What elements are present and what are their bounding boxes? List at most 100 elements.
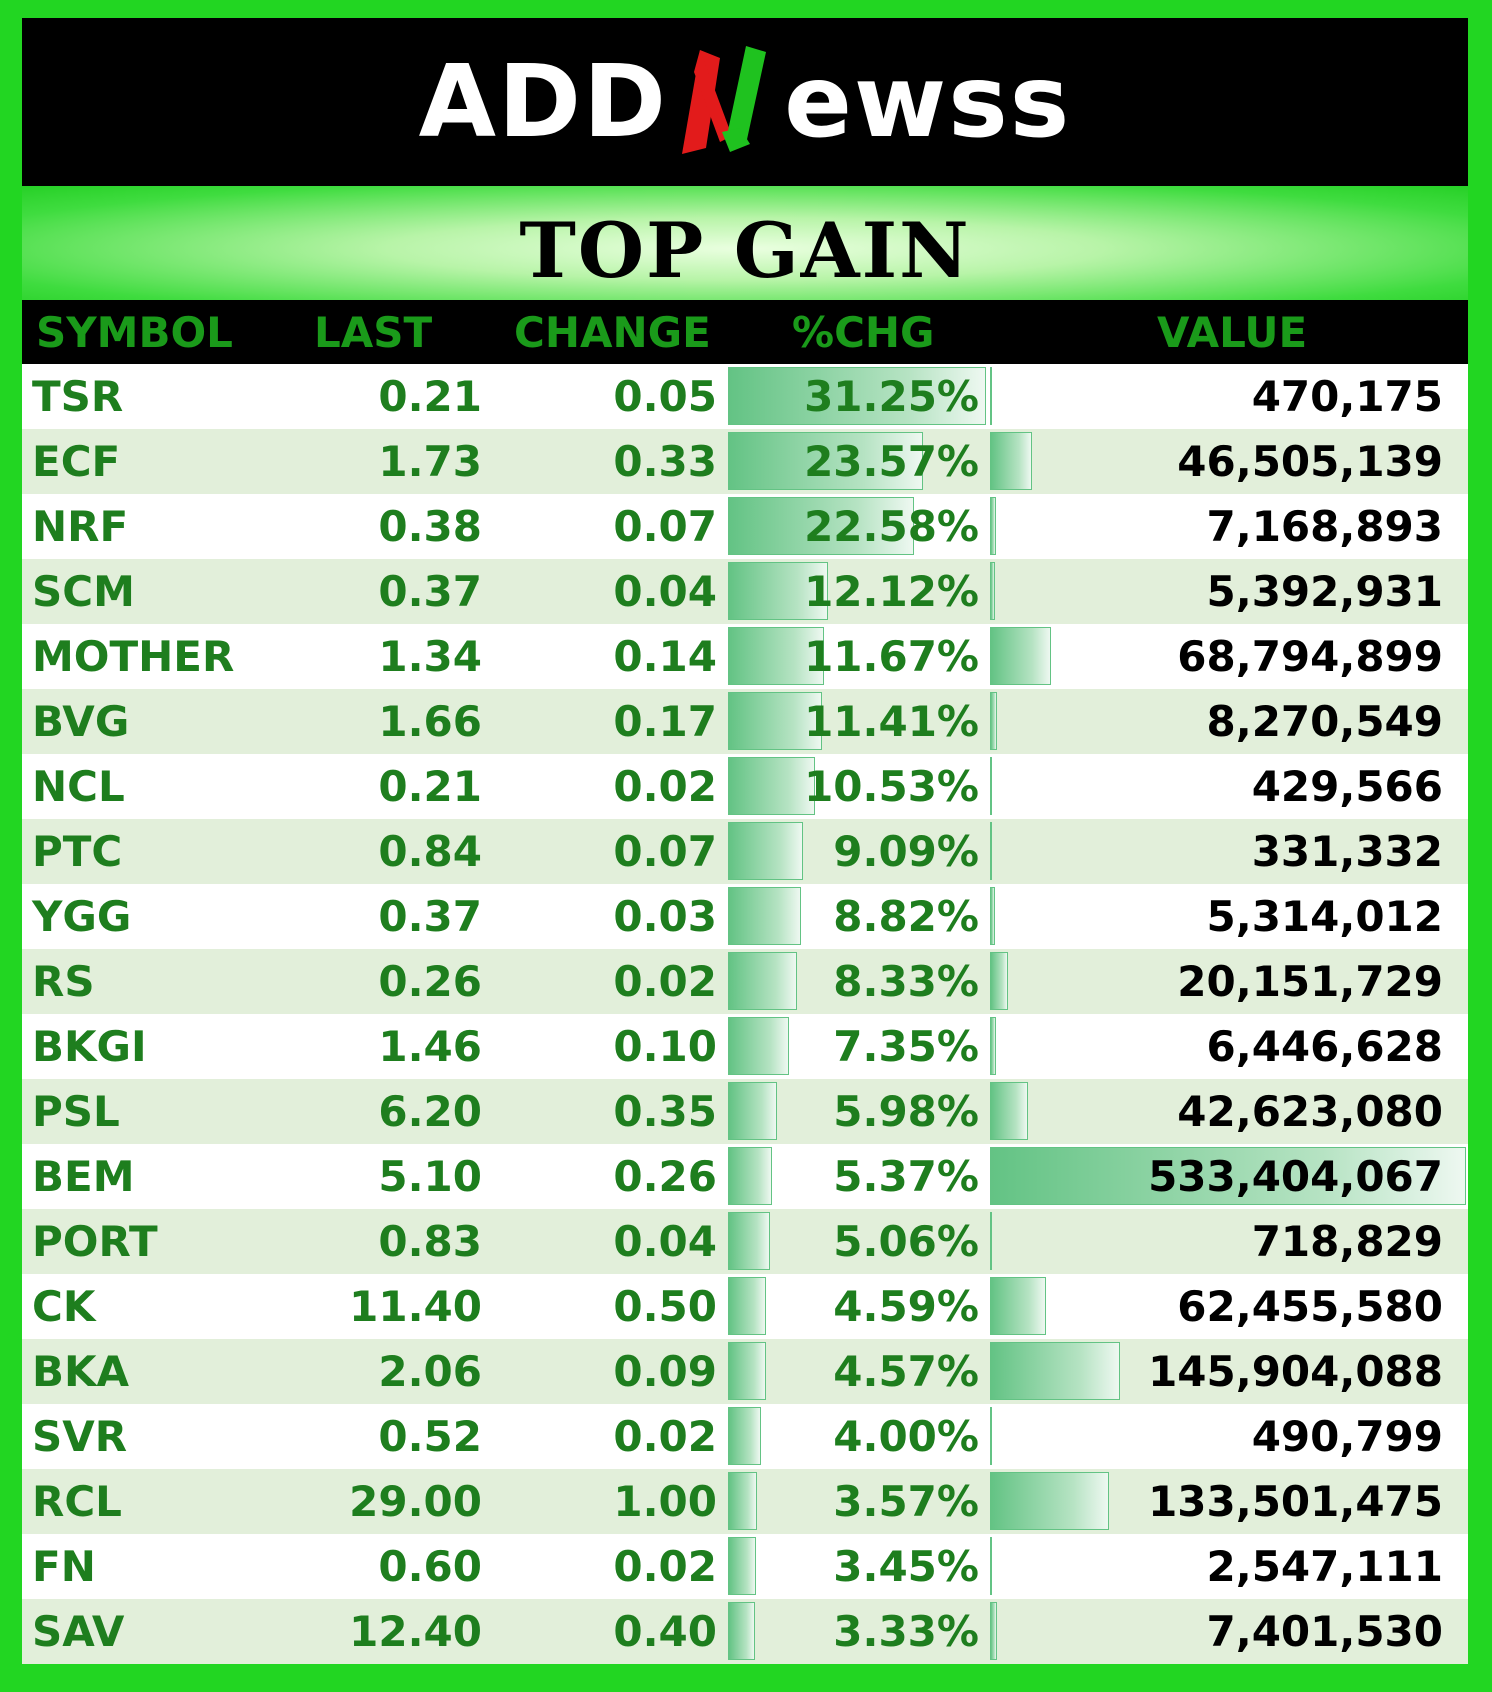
pct-databar: [728, 1537, 756, 1595]
cell-pct: 4.00%: [833, 1412, 979, 1461]
table-row: NCL 0.21 0.02 10.53% 429,566: [22, 754, 1468, 819]
cell-pct: 10.53%: [804, 762, 979, 811]
table-row: PORT 0.83 0.04 5.06% 718,829: [22, 1209, 1468, 1274]
table-row: ECF 1.73 0.33 23.57% 46,505,139: [22, 429, 1468, 494]
pct-databar: [728, 887, 801, 945]
cell-last: 1.66: [378, 697, 482, 746]
cell-pct: 11.41%: [804, 697, 979, 746]
cell-last: 0.26: [378, 957, 482, 1006]
cell-value: 68,794,899: [1177, 632, 1443, 681]
pct-databar: [728, 757, 815, 815]
cell-last: 6.20: [378, 1087, 482, 1136]
cell-last: 1.46: [378, 1022, 482, 1071]
top-gain-board: ADD ewss TOP GAIN SYMBOL LAST CHANGE %CH…: [22, 18, 1468, 1664]
cell-last: 2.06: [378, 1347, 482, 1396]
cell-symbol: SCM: [32, 567, 135, 616]
cell-symbol: SAV: [32, 1607, 125, 1656]
cell-pct: 8.33%: [833, 957, 979, 1006]
cell-last: 1.34: [378, 632, 482, 681]
pct-databar: [728, 1082, 777, 1140]
pct-databar: [728, 1407, 761, 1465]
cell-pct: 23.57%: [804, 437, 979, 486]
cell-change: 0.02: [613, 1542, 717, 1591]
cell-symbol: BKA: [32, 1347, 130, 1396]
cell-change: 0.40: [613, 1607, 717, 1656]
value-databar: [990, 757, 992, 815]
cell-symbol: NRF: [32, 502, 129, 551]
table-row: BEM 5.10 0.26 5.37% 533,404,067: [22, 1144, 1468, 1209]
value-databar: [990, 952, 1008, 1010]
cell-last: 0.37: [378, 567, 482, 616]
cell-symbol: MOTHER: [32, 632, 235, 681]
cell-symbol: NCL: [32, 762, 125, 811]
cell-last: 0.84: [378, 827, 482, 876]
pct-databar: [728, 822, 803, 880]
cell-pct: 8.82%: [833, 892, 979, 941]
table-row: FN 0.60 0.02 3.45% 2,547,111: [22, 1534, 1468, 1599]
cell-last: 1.73: [378, 437, 482, 486]
cell-last: 12.40: [349, 1607, 482, 1656]
table-row: PTC 0.84 0.07 9.09% 331,332: [22, 819, 1468, 884]
cell-change: 0.09: [613, 1347, 717, 1396]
value-databar: [990, 1147, 1466, 1205]
cell-change: 0.02: [613, 1412, 717, 1461]
brand-logo: ADD ewss: [419, 32, 1072, 172]
cell-last: 0.60: [378, 1542, 482, 1591]
pct-databar: [728, 1212, 770, 1270]
pct-databar: [728, 1017, 789, 1075]
cell-value: 46,505,139: [1177, 437, 1443, 486]
cell-symbol: RS: [32, 957, 95, 1006]
cell-pct: 31.25%: [804, 372, 979, 421]
top-gain-banner: TOP GAIN: [22, 186, 1468, 300]
header-last: LAST: [314, 308, 433, 357]
pct-databar: [728, 627, 824, 685]
table-row: SCM 0.37 0.04 12.12% 5,392,931: [22, 559, 1468, 624]
cell-pct: 9.09%: [833, 827, 979, 876]
cell-change: 0.50: [613, 1282, 717, 1331]
cell-symbol: PSL: [32, 1087, 120, 1136]
cell-pct: 4.57%: [833, 1347, 979, 1396]
cell-change: 0.02: [613, 762, 717, 811]
banner-title: TOP GAIN: [519, 205, 971, 295]
table-row: SVR 0.52 0.02 4.00% 490,799: [22, 1404, 1468, 1469]
cell-symbol: TSR: [32, 372, 124, 421]
cell-value: 533,404,067: [1148, 1152, 1443, 1201]
cell-value: 8,270,549: [1206, 697, 1443, 746]
pct-databar: [728, 1147, 772, 1205]
cell-last: 0.37: [378, 892, 482, 941]
cell-change: 0.26: [613, 1152, 717, 1201]
value-databar: [990, 497, 996, 555]
table-row: MOTHER 1.34 0.14 11.67% 68,794,899: [22, 624, 1468, 689]
cell-pct: 5.98%: [833, 1087, 979, 1136]
cell-pct: 22.58%: [804, 502, 979, 551]
pct-databar: [728, 432, 923, 490]
cell-change: 0.35: [613, 1087, 717, 1136]
cell-change: 0.07: [613, 827, 717, 876]
stylized-n-arrow-icon: [670, 32, 782, 172]
cell-pct: 11.67%: [804, 632, 979, 681]
cell-change: 0.03: [613, 892, 717, 941]
cell-symbol: BEM: [32, 1152, 135, 1201]
cell-symbol: YGG: [32, 892, 132, 941]
table-row: PSL 6.20 0.35 5.98% 42,623,080: [22, 1079, 1468, 1144]
cell-symbol: FN: [32, 1542, 96, 1591]
table-row: RS 0.26 0.02 8.33% 20,151,729: [22, 949, 1468, 1014]
cell-change: 0.07: [613, 502, 717, 551]
cell-symbol: ECF: [32, 437, 121, 486]
pct-databar: [728, 1472, 757, 1530]
cell-last: 29.00: [349, 1477, 482, 1526]
cell-pct: 12.12%: [804, 567, 979, 616]
value-databar: [990, 1212, 992, 1270]
cell-value: 718,829: [1251, 1217, 1443, 1266]
cell-change: 0.33: [613, 437, 717, 486]
cell-value: 7,168,893: [1206, 502, 1443, 551]
cell-last: 0.21: [378, 372, 482, 421]
value-databar: [990, 562, 995, 620]
cell-symbol: PTC: [32, 827, 123, 876]
value-databar: [990, 887, 995, 945]
cell-value: 7,401,530: [1206, 1607, 1443, 1656]
table-row: BVG 1.66 0.17 11.41% 8,270,549: [22, 689, 1468, 754]
pct-databar: [728, 1602, 755, 1660]
table-row: CK 11.40 0.50 4.59% 62,455,580: [22, 1274, 1468, 1339]
cell-value: 145,904,088: [1148, 1347, 1443, 1396]
